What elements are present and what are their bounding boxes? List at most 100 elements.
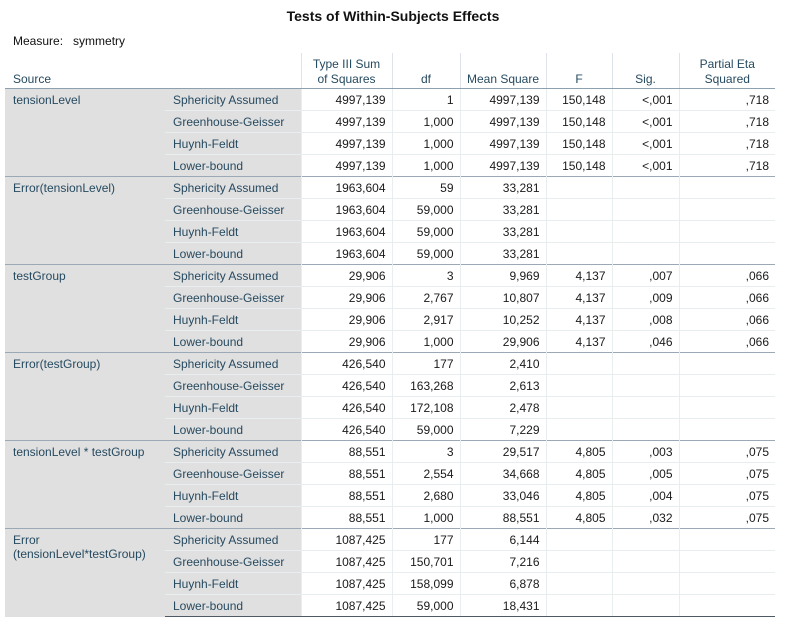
sig-cell	[611, 418, 679, 441]
partial-eta-squared-cell	[678, 176, 775, 199]
df-cell: 2,767	[391, 286, 460, 309]
row-label: Lower-bound	[165, 242, 301, 265]
sig-cell	[611, 176, 679, 199]
source-label: testGroup	[5, 264, 165, 353]
sum-of-squares-cell: 88,551	[300, 506, 392, 529]
sum-of-squares-cell: 29,906	[300, 264, 392, 287]
sig-cell: ,032	[611, 506, 679, 529]
row-label: Greenhouse-Geisser	[165, 198, 301, 221]
f-cell: 150,148	[545, 110, 612, 133]
partial-eta-squared-cell	[678, 352, 775, 375]
mean-square-cell: 10,252	[459, 308, 546, 331]
mean-square-cell: 33,281	[459, 198, 546, 221]
row-label: Greenhouse-Geisser	[165, 550, 301, 573]
partial-eta-squared-cell	[678, 550, 775, 573]
partial-eta-squared-cell	[678, 396, 775, 419]
partial-eta-squared-cell	[678, 374, 775, 397]
mean-square-cell: 33,281	[459, 220, 546, 243]
mean-square-cell: 33,281	[459, 242, 546, 265]
df-cell: 2,554	[391, 462, 460, 485]
source-label: tensionLevel	[5, 88, 165, 177]
partial-eta-squared-cell	[678, 220, 775, 243]
row-label: Lower-bound	[165, 418, 301, 441]
table-row: Greenhouse-Geisser 426,540 163,268 2,613	[5, 374, 775, 397]
row-label: Lower-bound	[165, 154, 301, 177]
row-label: Huynh-Feldt	[165, 396, 301, 419]
df-cell: 163,268	[391, 374, 460, 397]
table-row: Greenhouse-Geisser 1087,425 150,701 7,216	[5, 550, 775, 573]
mean-square-cell: 29,517	[459, 440, 546, 463]
sig-cell	[611, 594, 679, 617]
f-cell: 4,137	[545, 286, 612, 309]
row-label: Lower-bound	[165, 594, 301, 617]
partial-eta-squared-cell: ,718	[678, 110, 775, 133]
sum-of-squares-cell: 426,540	[300, 374, 392, 397]
f-cell	[545, 594, 612, 617]
partial-eta-squared-cell: ,075	[678, 484, 775, 507]
partial-eta-squared-cell	[678, 594, 775, 617]
partial-eta-squared-cell: ,718	[678, 132, 775, 155]
col-header-df: df	[391, 53, 460, 89]
sum-of-squares-cell: 4997,139	[300, 110, 392, 133]
sig-cell: ,007	[611, 264, 679, 287]
sum-of-squares-cell: 1963,604	[300, 176, 392, 199]
mean-square-cell: 2,478	[459, 396, 546, 419]
row-label: Sphericity Assumed	[165, 264, 301, 287]
mean-square-cell: 7,216	[459, 550, 546, 573]
sig-cell	[611, 352, 679, 375]
header-row: Source Type III Sum of Squares df Mean S…	[5, 53, 775, 89]
row-label: Greenhouse-Geisser	[165, 286, 301, 309]
sig-cell	[611, 528, 679, 551]
sum-of-squares-cell: 4997,139	[300, 154, 392, 177]
f-cell: 4,805	[545, 440, 612, 463]
sig-cell	[611, 374, 679, 397]
mean-square-cell: 18,431	[459, 594, 546, 617]
sig-cell	[611, 572, 679, 595]
mean-square-cell: 2,410	[459, 352, 546, 375]
table-row: Lower-bound 1087,425 59,000 18,431	[5, 594, 775, 617]
table-row: Huynh-Feldt 1087,425 158,099 6,878	[5, 572, 775, 595]
col-header-partial-eta-squared: Partial Eta Squared	[678, 53, 775, 89]
df-cell: 59,000	[391, 418, 460, 441]
table-title: Tests of Within-Subjects Effects	[286, 8, 500, 24]
df-cell: 1,000	[391, 132, 460, 155]
sig-cell: <,001	[611, 88, 679, 111]
measure-value: symmetry	[73, 34, 126, 48]
sig-cell: ,009	[611, 286, 679, 309]
f-cell: 150,148	[545, 154, 612, 177]
within-subjects-effects-table: Source Type III Sum of Squares df Mean S…	[5, 53, 775, 617]
table-row: Lower-bound 1963,604 59,000 33,281	[5, 242, 775, 265]
table-row: tensionLevel Sphericity Assumed 4997,139 1 4…	[5, 88, 775, 177]
table-row: Error(tensionLevel) Sphericity Assumed 196…	[5, 176, 775, 265]
table-row: Lower-bound 88,551 1,000 88,551 4,805,032,07…	[5, 506, 775, 529]
sig-cell	[611, 198, 679, 221]
sig-cell: ,003	[611, 440, 679, 463]
sum-of-squares-cell: 29,906	[300, 330, 392, 353]
sum-of-squares-cell: 1963,604	[300, 198, 392, 221]
f-cell: 4,805	[545, 462, 612, 485]
df-cell: 59,000	[391, 242, 460, 265]
sum-of-squares-cell: 426,540	[300, 396, 392, 419]
df-cell: 59,000	[391, 198, 460, 221]
sum-of-squares-cell: 88,551	[300, 462, 392, 485]
df-cell: 2,680	[391, 484, 460, 507]
sig-cell: <,001	[611, 132, 679, 155]
sum-of-squares-cell: 1963,604	[300, 242, 392, 265]
row-label: Huynh-Feldt	[165, 132, 301, 155]
table-row: Huynh-Feldt 1963,604 59,000 33,281	[5, 220, 775, 243]
sum-of-squares-cell: 88,551	[300, 440, 392, 463]
table-row: Lower-bound 4997,139 1,000 4997,139 150,148 <…	[5, 154, 775, 177]
mean-square-cell: 4997,139	[459, 132, 546, 155]
table-row: Error (tensionLevel*testGroup) Sphericity…	[5, 528, 775, 617]
col-header-mean-square: Mean Square	[459, 53, 546, 89]
sig-cell: ,005	[611, 462, 679, 485]
mean-square-cell: 34,668	[459, 462, 546, 485]
source-label: Error(testGroup)	[5, 352, 165, 441]
sum-of-squares-cell: 1087,425	[300, 594, 392, 617]
partial-eta-squared-cell	[678, 572, 775, 595]
f-cell	[545, 418, 612, 441]
sum-of-squares-cell: 1087,425	[300, 572, 392, 595]
mean-square-cell: 88,551	[459, 506, 546, 529]
sig-cell: <,001	[611, 154, 679, 177]
sum-of-squares-cell: 29,906	[300, 286, 392, 309]
